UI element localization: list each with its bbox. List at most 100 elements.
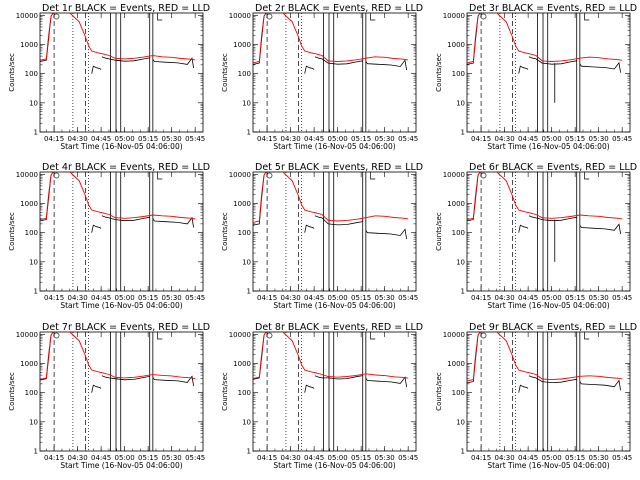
x-tick-label: 04:45 <box>518 454 538 462</box>
y-tick-label: 1 <box>461 448 465 456</box>
y-tick-label: 10000 <box>229 12 251 20</box>
events-series <box>252 12 407 74</box>
y-tick-label: 100 <box>452 389 465 397</box>
x-tick-label: 05:00 <box>115 135 135 143</box>
x-tick-label: 05:30 <box>375 454 395 462</box>
panel-title: Det 5r BLACK = Events, RED = LLD <box>255 162 423 173</box>
x-tick-label: 05:00 <box>542 454 562 462</box>
y-axis: 1 10 100 1000 10000 <box>229 12 416 137</box>
plot-frame <box>252 331 417 452</box>
x-tick-label: 04:15 <box>471 294 491 302</box>
x-tick-label: 05:15 <box>565 135 585 143</box>
y-tick-label: 10000 <box>443 12 465 20</box>
x-axis: 04:15 04:30 04:45 05:00 05:15 05:30 05:45 <box>471 332 632 462</box>
x-tick-label: 05:45 <box>398 294 418 302</box>
y-tick-label: 100 <box>25 70 38 78</box>
y-tick-label: 1000 <box>20 200 38 208</box>
x-tick-label: 04:30 <box>68 135 88 143</box>
y-tick-label: 100 <box>238 389 251 397</box>
marker-circle <box>53 172 60 179</box>
x-axis-label: Start Time (16-Nov-05 04:06:00) <box>273 461 395 470</box>
y-tick-label: 10000 <box>16 12 38 20</box>
x-tick-label: 04:15 <box>257 135 277 143</box>
lld-series <box>39 171 196 221</box>
x-tick-label: 04:30 <box>495 294 515 302</box>
x-tick-label: 05:45 <box>398 454 418 462</box>
y-tick-label: 1 <box>34 288 38 296</box>
detector-panel-3: Det 3r BLACK = Events, RED = LLD 1 10 100 10… <box>435 3 637 151</box>
y-tick-label: 10000 <box>16 171 38 179</box>
y-axis: 1 10 100 1000 10000 <box>229 171 416 296</box>
y-axis: 1 10 100 1000 10000 <box>229 331 416 456</box>
detector-panel-5: Det 5r BLACK = Events, RED = LLD 1 10 100 10… <box>221 162 423 310</box>
time-markers <box>266 172 376 291</box>
x-tick-label: 04:45 <box>304 454 324 462</box>
y-tick-label: 10000 <box>229 331 251 339</box>
y-axis-label: Counts/sec <box>8 212 16 251</box>
marker-circle <box>480 13 487 20</box>
time-markers <box>480 172 590 291</box>
y-tick-label: 10 <box>242 258 251 266</box>
x-tick-label: 04:45 <box>91 135 111 143</box>
detector-panel-6: Det 6r BLACK = Events, RED = LLD 1 10 100 10… <box>435 162 637 310</box>
plot-frame <box>39 331 204 452</box>
panel-title: Det 6r BLACK = Events, RED = LLD <box>469 162 637 173</box>
y-tick-label: 10000 <box>443 171 465 179</box>
y-tick-label: 100 <box>25 229 38 237</box>
x-tick-label: 04:30 <box>68 294 88 302</box>
panel-title: Det 2r BLACK = Events, RED = LLD <box>255 3 423 14</box>
events-series <box>466 171 621 262</box>
y-tick-label: 1000 <box>20 41 38 49</box>
x-tick-label: 04:15 <box>471 135 491 143</box>
plot-frame <box>252 171 417 292</box>
y-tick-label: 1000 <box>447 200 465 208</box>
y-axis-label: Counts/sec <box>221 372 229 411</box>
y-axis-label: Counts/sec <box>435 212 443 251</box>
y-tick-label: 100 <box>452 70 465 78</box>
y-tick-label: 10 <box>242 418 251 426</box>
x-axis: 04:15 04:30 04:45 05:00 05:15 05:30 05:45 <box>257 332 418 462</box>
x-axis-label: Start Time (16-Nov-05 04:06:00) <box>487 301 609 310</box>
x-axis-label: Start Time (16-Nov-05 04:06:00) <box>487 142 609 151</box>
x-tick-label: 05:45 <box>185 294 205 302</box>
panel-title: Det 3r BLACK = Events, RED = LLD <box>469 3 637 14</box>
y-tick-label: 10 <box>456 99 465 107</box>
y-axis: 1 10 100 1000 10000 <box>16 171 203 296</box>
x-axis-label: Start Time (16-Nov-05 04:06:00) <box>60 142 182 151</box>
x-tick-label: 05:45 <box>612 454 632 462</box>
y-tick-label: 1000 <box>20 360 38 368</box>
y-axis-label: Counts/sec <box>221 53 229 92</box>
events-series <box>39 331 194 393</box>
x-tick-label: 04:45 <box>518 294 538 302</box>
lld-series <box>466 331 623 382</box>
lld-series <box>252 331 409 379</box>
y-tick-label: 10 <box>29 258 38 266</box>
plot-frame <box>466 12 631 133</box>
x-tick-label: 05:15 <box>351 294 371 302</box>
time-markers <box>266 13 376 132</box>
x-tick-label: 04:30 <box>68 454 88 462</box>
time-markers <box>53 172 163 291</box>
y-tick-label: 1 <box>247 129 251 137</box>
y-tick-label: 10 <box>29 99 38 107</box>
plot-frame <box>39 171 204 292</box>
time-markers <box>480 332 590 451</box>
detector-panel-7: Det 7r BLACK = Events, RED = LLD 1 10 100 10… <box>8 322 210 470</box>
y-tick-label: 1000 <box>233 200 251 208</box>
x-tick-label: 05:30 <box>589 135 609 143</box>
x-tick-label: 04:45 <box>91 454 111 462</box>
y-axis: 1 10 100 1000 10000 <box>16 331 203 456</box>
x-tick-label: 05:15 <box>565 454 585 462</box>
marker-circle <box>266 13 273 20</box>
x-tick-label: 05:15 <box>138 135 158 143</box>
events-series <box>39 171 194 233</box>
x-tick-label: 04:45 <box>304 135 324 143</box>
marker-circle <box>53 332 60 339</box>
detector-panel-8: Det 8r BLACK = Events, RED = LLD 1 10 100 10… <box>221 322 423 470</box>
x-tick-label: 05:45 <box>398 135 418 143</box>
x-tick-label: 05:30 <box>162 135 182 143</box>
panel-title: Det 7r BLACK = Events, RED = LLD <box>42 322 210 333</box>
events-series <box>252 171 407 240</box>
y-tick-label: 1 <box>461 288 465 296</box>
x-tick-label: 05:00 <box>328 294 348 302</box>
